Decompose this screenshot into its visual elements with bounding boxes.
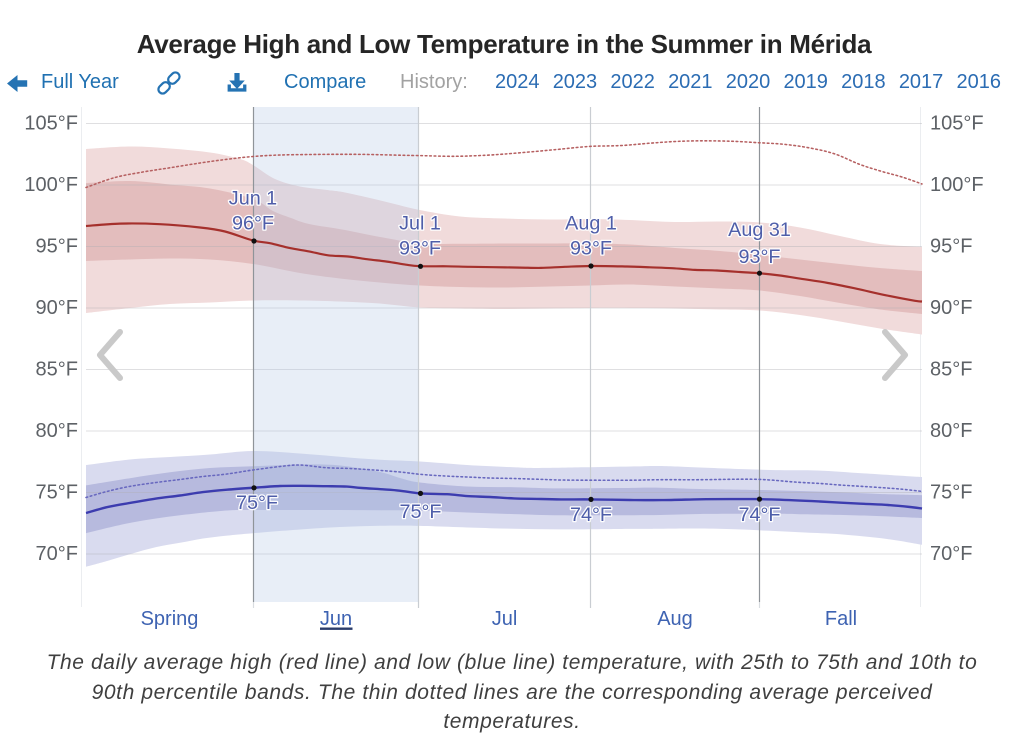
svg-text:74°F: 74°F [570,504,612,526]
svg-text:100°F: 100°F [24,174,78,196]
svg-text:95°F: 95°F [36,236,78,258]
svg-text:70°F: 70°F [36,543,78,565]
svg-text:80°F: 80°F [930,420,972,442]
svg-text:85°F: 85°F [930,359,972,381]
svg-text:Aug: Aug [657,608,693,630]
svg-text:95°F: 95°F [930,236,972,258]
svg-text:Jun 1: Jun 1 [229,188,277,210]
svg-text:93°F: 93°F [739,246,781,268]
svg-text:90°F: 90°F [36,297,78,319]
svg-text:70°F: 70°F [930,543,972,565]
svg-text:Jul: Jul [492,608,518,630]
svg-text:105°F: 105°F [930,113,984,135]
svg-text:Aug 1: Aug 1 [565,213,617,235]
svg-text:Fall: Fall [825,608,857,630]
svg-text:74°F: 74°F [739,504,781,526]
svg-text:105°F: 105°F [24,113,78,135]
svg-text:85°F: 85°F [36,359,78,381]
svg-text:96°F: 96°F [232,213,274,235]
svg-text:Spring: Spring [141,608,199,630]
svg-text:Jun: Jun [320,608,352,630]
svg-text:90°F: 90°F [930,297,972,319]
svg-text:80°F: 80°F [36,420,78,442]
svg-text:93°F: 93°F [399,238,441,260]
svg-text:75°F: 75°F [930,482,972,504]
svg-text:100°F: 100°F [930,174,984,196]
svg-text:75°F: 75°F [400,501,442,523]
svg-text:93°F: 93°F [570,238,612,260]
svg-text:75°F: 75°F [236,492,278,514]
svg-text:75°F: 75°F [36,482,78,504]
svg-text:Jul 1: Jul 1 [399,213,441,235]
svg-text:Aug 31: Aug 31 [728,219,791,241]
